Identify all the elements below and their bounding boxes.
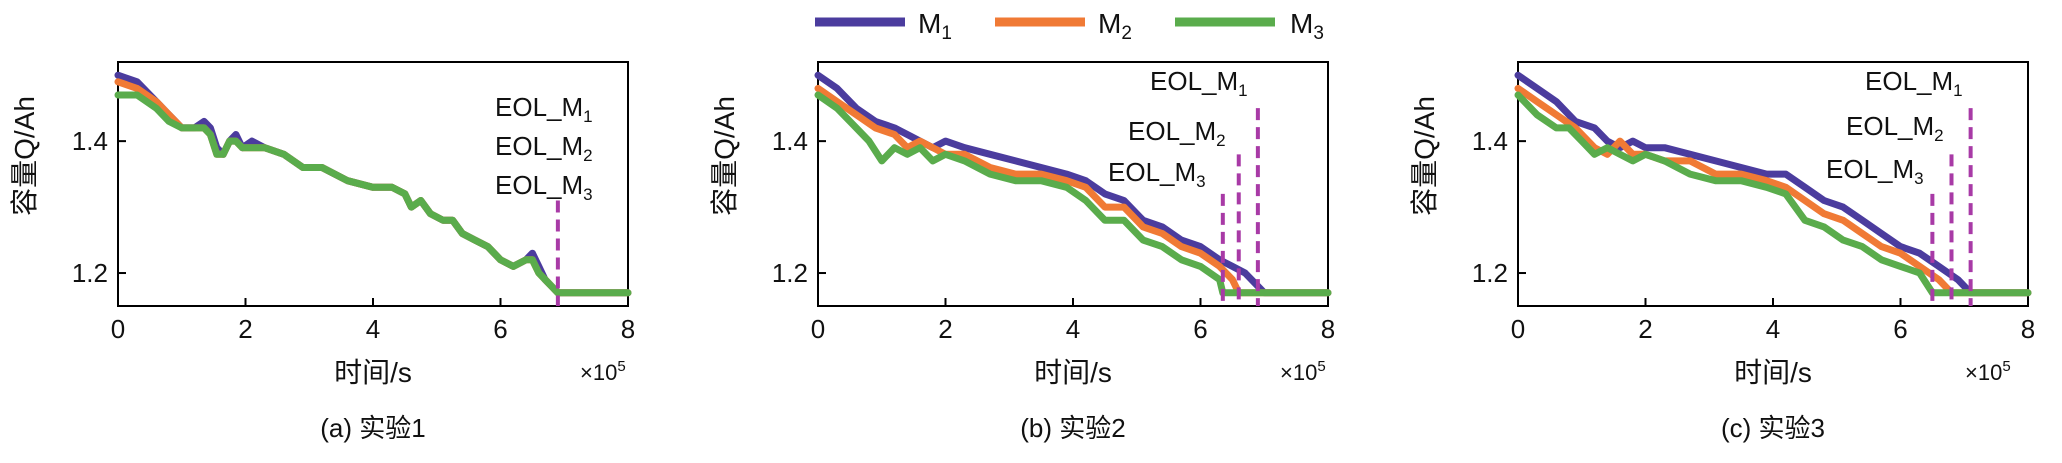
chart-panel-a: 容量Q/Ah 1.2 1.4 0 2 4 6 8 EOL_M1 EOL_M2 EOL_M3…: [9, 61, 635, 443]
eol-markers: [1930, 108, 1973, 306]
series-line-m1: [814, 71, 1332, 297]
x-tick-label: 8: [2021, 314, 2035, 344]
legend-label-m2: M2: [1098, 8, 1132, 44]
x-axis-label: 时间/s: [1034, 357, 1112, 388]
x-ticks: 0 2 4 6 8: [111, 298, 635, 344]
x-axis-label: 时间/s: [1734, 357, 1812, 388]
series-line-m1: [1514, 71, 2032, 297]
legend-item-m2: M2: [995, 8, 1132, 44]
x-tick-label: 4: [1066, 314, 1080, 344]
chart-legend: M1 M2 M3: [815, 8, 1324, 44]
eol-label-m3: EOL_M3: [1826, 154, 1924, 188]
y-ticks: 1.2 1.4: [772, 126, 826, 288]
x-tick-label: 2: [1638, 314, 1652, 344]
chart-caption: (a) 实验1: [320, 413, 425, 443]
x-axis-multiplier: ×105: [1280, 358, 1326, 385]
x-tick-label: 4: [1766, 314, 1780, 344]
y-axis-label: 容量Q/Ah: [9, 96, 40, 216]
legend-item-m1: M1: [815, 8, 952, 44]
x-tick-label: 2: [238, 314, 252, 344]
series-line-m3: [114, 91, 632, 297]
legend-label-m3: M3: [1290, 8, 1324, 44]
x-tick-label: 0: [1511, 314, 1525, 344]
y-tick-label: 1.2: [72, 258, 108, 288]
x-tick-label: 0: [811, 314, 825, 344]
x-ticks: 0 2 4 6 8: [811, 298, 1335, 344]
x-tick-label: 8: [621, 314, 635, 344]
x-tick-label: 8: [1321, 314, 1335, 344]
eol-label-m2: EOL_M2: [1128, 116, 1226, 150]
y-ticks: 1.2 1.4: [1472, 126, 1526, 288]
x-tick-label: 6: [1893, 314, 1907, 344]
x-ticks: 0 2 4 6 8: [1511, 298, 2035, 344]
y-tick-label: 1.2: [772, 258, 808, 288]
series-line-m3: [814, 91, 1332, 297]
series-layer: [814, 71, 1332, 297]
eol-label-m1: EOL_M1: [1150, 66, 1248, 100]
x-tick-label: 6: [493, 314, 507, 344]
x-tick-label: 0: [111, 314, 125, 344]
x-axis-multiplier: ×105: [1965, 358, 2011, 385]
chart-caption: (c) 实验3: [1721, 413, 1825, 443]
y-tick-label: 1.4: [772, 126, 808, 156]
x-axis-label: 时间/s: [334, 357, 412, 388]
y-axis-label: 容量Q/Ah: [709, 96, 740, 216]
legend-item-m3: M3: [1175, 8, 1324, 44]
x-tick-label: 4: [366, 314, 380, 344]
y-ticks: 1.2 1.4: [72, 126, 126, 288]
y-tick-label: 1.4: [1472, 126, 1508, 156]
eol-label-m3: EOL_M3: [495, 170, 593, 204]
series-layer: [114, 71, 632, 297]
y-axis-label: 容量Q/Ah: [1409, 96, 1440, 216]
eol-label-m2: EOL_M2: [495, 131, 593, 165]
legend-label-m1: M1: [918, 8, 952, 44]
y-tick-label: 1.2: [1472, 258, 1508, 288]
chart-caption: (b) 实验2: [1020, 413, 1125, 443]
y-tick-label: 1.4: [72, 126, 108, 156]
x-axis-multiplier: ×105: [580, 358, 626, 385]
series-line-m2: [1514, 84, 2032, 297]
series-line-m3: [1514, 91, 2032, 297]
series-line-m2: [814, 84, 1332, 297]
series-layer: [1514, 71, 2032, 297]
x-tick-label: 6: [1193, 314, 1207, 344]
chart-panel-c: 容量Q/Ah 1.2 1.4 0 2 4 6 8 EOL_M1 EOL_M2 EOL_M3…: [1409, 61, 2035, 443]
eol-label-m2: EOL_M2: [1846, 111, 1944, 145]
eol-markers: [1220, 108, 1260, 306]
eol-label-m1: EOL_M1: [495, 92, 593, 126]
eol-label-m3: EOL_M3: [1108, 157, 1206, 191]
eol-label-m1: EOL_M1: [1865, 66, 1963, 100]
chart-panel-b: 容量Q/Ah 1.2 1.4 0 2 4 6 8 EOL_M1 EOL_M2 EOL_M3…: [709, 61, 1335, 443]
x-tick-label: 2: [938, 314, 952, 344]
